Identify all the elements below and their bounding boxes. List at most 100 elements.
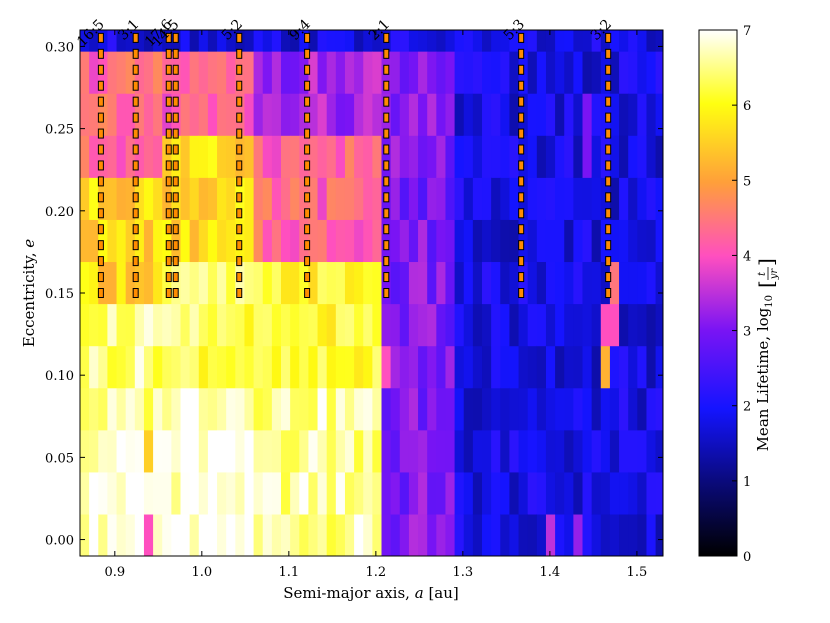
colorbar-tick-label: 5 [743,174,751,189]
heatmap-cell [372,387,383,431]
heatmap-cell [98,303,109,347]
heatmap-cell [491,303,501,347]
heatmap-cell [591,135,602,178]
heatmap-cell [98,345,109,389]
heatmap-cell [646,93,657,136]
resonance-marker [518,160,525,171]
heatmap-cell [253,387,264,431]
resonance-marker [165,128,172,139]
heatmap-cell [326,387,337,431]
heatmap-cell [125,471,136,515]
heatmap-cell [527,387,538,431]
resonance-marker [236,256,243,267]
heatmap-cell [162,303,172,347]
heatmap-cell [646,51,657,94]
heatmap-cell [207,219,218,263]
heatmap-cell [326,471,337,515]
resonance-marker [304,160,311,171]
heatmap-cell [555,30,565,52]
heatmap-cell [418,471,428,515]
heatmap-cell [609,471,620,515]
heatmap-cell [290,471,300,515]
heatmap-cell [235,135,246,178]
resonance-marker [518,176,525,187]
heatmap-cell [344,135,355,178]
heatmap-cell [527,219,538,263]
heatmap-cell [655,30,663,52]
heatmap-cell [253,219,264,263]
heatmap-cell [153,471,163,515]
heatmap-cell [189,513,200,556]
resonance-marker [383,32,390,43]
heatmap-cell [573,345,584,389]
y-tick-label: 0.10 [45,369,74,384]
resonance-marker [97,224,104,235]
heatmap-cell [226,471,236,515]
heatmap-cell [363,219,373,263]
heatmap-cell [454,219,465,263]
heatmap-cell [436,387,447,431]
resonance-marker [304,144,311,155]
heatmap-cell [408,30,419,52]
heatmap-cell [207,345,218,389]
heatmap-cell [372,51,383,94]
heatmap-cell [536,30,547,52]
resonance-marker [132,64,139,75]
heatmap-cell [235,471,246,515]
heatmap-cell [399,30,410,52]
heatmap-cell [472,513,483,556]
heatmap-cell [390,345,401,389]
heatmap-cell [591,429,602,473]
heatmap-cell [509,135,520,178]
heatmap-cell [281,387,291,431]
heatmap-cell [637,261,648,305]
heatmap-cell [619,429,629,473]
heatmap-cell [637,303,648,347]
heatmap-cell [134,219,145,263]
heatmap-cell [427,93,437,136]
heatmap-cell [354,219,364,263]
heatmap-cell [189,219,200,263]
resonance-marker [236,288,243,298]
heatmap-cell [335,345,346,389]
heatmap-cell [354,429,364,473]
heatmap-cell [271,219,282,263]
resonance-marker-column [383,32,390,298]
heatmap-cell [482,261,492,305]
heatmap-cell [463,30,474,52]
heatmap-cell [646,261,657,305]
heatmap-cell [509,471,520,515]
resonance-marker [518,80,525,91]
resonance-marker [518,224,525,235]
heatmap-cell [381,471,392,515]
heatmap-cell [619,135,629,178]
heatmap-cell [354,177,364,220]
heatmap-cell [381,261,392,305]
resonance-marker [236,160,243,171]
heatmap-cell [491,51,501,94]
resonance-marker [304,288,311,298]
heatmap-cell [390,513,401,556]
resonance-marker [304,96,311,107]
heatmap-cell [335,429,346,473]
heatmap-cell [564,303,574,347]
heatmap-cell [80,219,90,263]
heatmap-cell [344,219,355,263]
heatmap-cell [134,261,145,305]
resonance-marker [172,240,179,251]
heatmap-cell [344,261,355,305]
heatmap-cell [408,387,419,431]
heatmap-cell [372,303,383,347]
heatmap-cell [134,30,145,52]
x-tick-label: 1.0 [191,565,212,580]
heatmap-cell [600,513,611,556]
heatmap-cell [646,513,657,556]
heatmap-cell [271,261,282,305]
heatmap-cell [482,345,492,389]
heatmap-cell [399,51,410,94]
heatmap-cell [143,51,154,94]
heatmap-cell [271,429,282,473]
colorbar-label-fraction-numerator: t [757,271,768,276]
heatmap-cell [573,135,584,178]
heatmap-cell [162,429,172,473]
